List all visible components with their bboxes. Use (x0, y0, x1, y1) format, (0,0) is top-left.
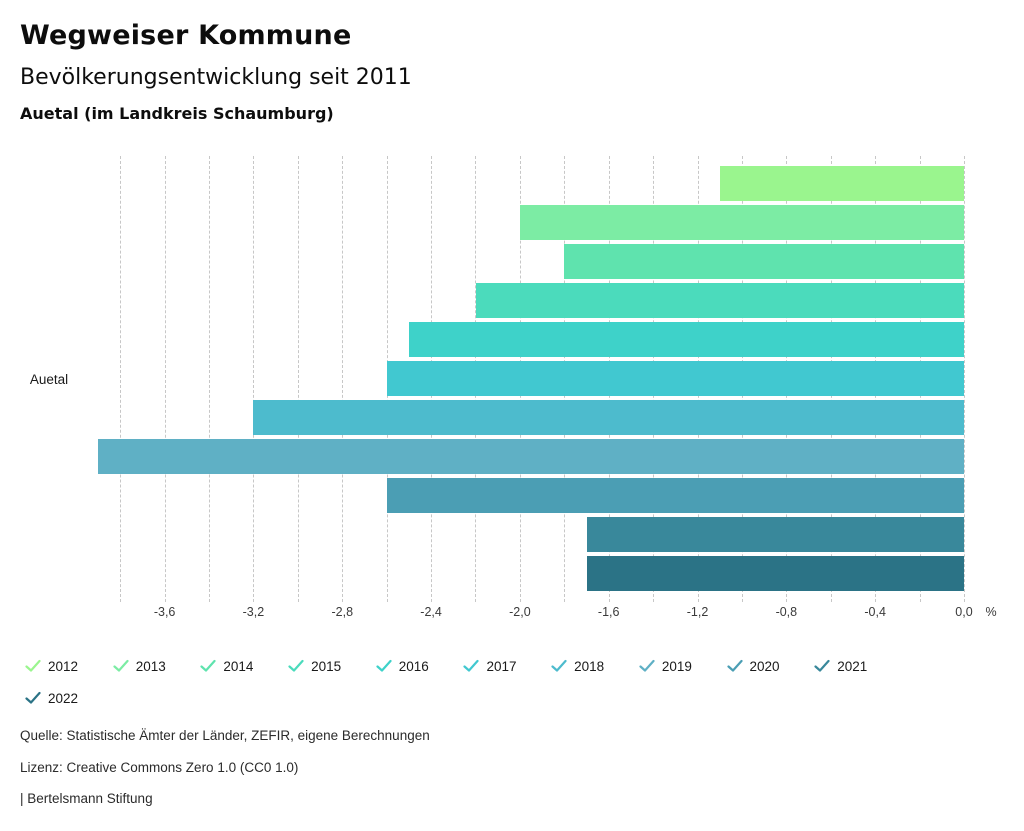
footer-license: Lizenz: Creative Commons Zero 1.0 (CC0 1… (20, 760, 299, 775)
legend-year-label: 2014 (223, 658, 254, 674)
bar-2015[interactable] (475, 283, 964, 318)
x-tick-label: -2,0 (509, 605, 531, 619)
legend-item-2019[interactable]: 2019 (634, 652, 722, 680)
gridline (297, 156, 299, 602)
legend-year-label: 2013 (135, 658, 166, 674)
page-title: Wegweiser Kommune (20, 20, 352, 51)
check-icon (551, 659, 567, 672)
check-icon (113, 659, 129, 672)
plot-area (98, 156, 965, 602)
legend-year-label: 2020 (749, 658, 780, 674)
legend-item-2021[interactable]: 2021 (809, 652, 897, 680)
x-tick-label: -2,4 (420, 605, 442, 619)
check-icon (288, 659, 304, 672)
legend-item-2012[interactable]: 2012 (20, 652, 108, 680)
check-icon (726, 659, 743, 672)
legend-year-label: 2019 (661, 658, 692, 674)
bar-2022[interactable] (586, 556, 964, 591)
check-icon (376, 659, 392, 672)
bar-2012[interactable] (719, 166, 964, 201)
legend-item-2014[interactable]: 2014 (195, 652, 283, 680)
gridline (253, 156, 255, 602)
bar-2016[interactable] (408, 322, 964, 357)
check-icon (814, 659, 830, 672)
check-icon (463, 659, 480, 672)
check-icon (25, 659, 41, 672)
x-axis-unit-label: % (985, 605, 997, 619)
x-axis: % -3,6 -3,2 -2,8 -2,4 -2,0 -1,6 -1,2 -0,8 -0,4 0,… (98, 605, 997, 621)
legend-item-2017[interactable]: 2017 (458, 652, 546, 680)
bar-2021[interactable] (586, 517, 964, 552)
bar-2013[interactable] (519, 205, 964, 240)
legend-item-2016[interactable]: 2016 (371, 652, 459, 680)
region-label: Auetal (im Landkreis Schaumburg) (20, 104, 334, 123)
legend-item-2015[interactable]: 2015 (283, 652, 371, 680)
legend: 2012 2013 2014 2015 2016 2017 2018 2019 2020 2021… (20, 652, 920, 712)
chart-subtitle: Bevölkerungsentwicklung seit 2011 (20, 65, 412, 90)
check-icon (200, 659, 216, 672)
legend-year-label: 2012 (48, 658, 79, 674)
bar-2017[interactable] (386, 361, 964, 396)
legend-item-2022[interactable]: 2022 (20, 684, 108, 712)
legend-year-label: 2021 (837, 658, 868, 674)
x-tick-label: 0,0 (955, 605, 973, 619)
legend-year-label: 2022 (48, 690, 79, 706)
legend-year-label: 2018 (574, 658, 605, 674)
gridline (342, 156, 344, 602)
bar-2019[interactable] (98, 439, 964, 474)
gridline (209, 156, 211, 602)
x-tick-label: -1,6 (597, 605, 620, 619)
legend-item-2020[interactable]: 2020 (722, 652, 810, 680)
x-tick-label: -3,6 (153, 605, 176, 619)
legend-year-label: 2017 (486, 658, 517, 674)
check-icon (639, 659, 655, 672)
x-tick-label: -1,2 (686, 605, 709, 619)
x-tick-label: -0,4 (864, 605, 886, 619)
gridline (120, 156, 122, 602)
check-icon (25, 691, 41, 704)
legend-year-label: 2015 (311, 658, 342, 674)
bar-2014[interactable] (564, 244, 964, 279)
legend-item-2013[interactable]: 2013 (108, 652, 196, 680)
gridline (964, 156, 965, 602)
y-category-label: Auetal (29, 372, 69, 387)
gridline (164, 156, 166, 602)
legend-item-2018[interactable]: 2018 (546, 652, 634, 680)
bar-2020[interactable] (386, 478, 964, 513)
x-tick-label: -0,8 (775, 605, 798, 619)
footer-attribution: | Bertelsmann Stiftung (20, 791, 153, 806)
legend-year-label: 2016 (398, 658, 429, 674)
footer-source: Quelle: Statistische Ämter der Länder, Z… (20, 728, 430, 743)
x-tick-label: -2,8 (331, 605, 354, 619)
bar-2018[interactable] (253, 400, 964, 435)
x-tick-label: -3,2 (242, 605, 265, 619)
